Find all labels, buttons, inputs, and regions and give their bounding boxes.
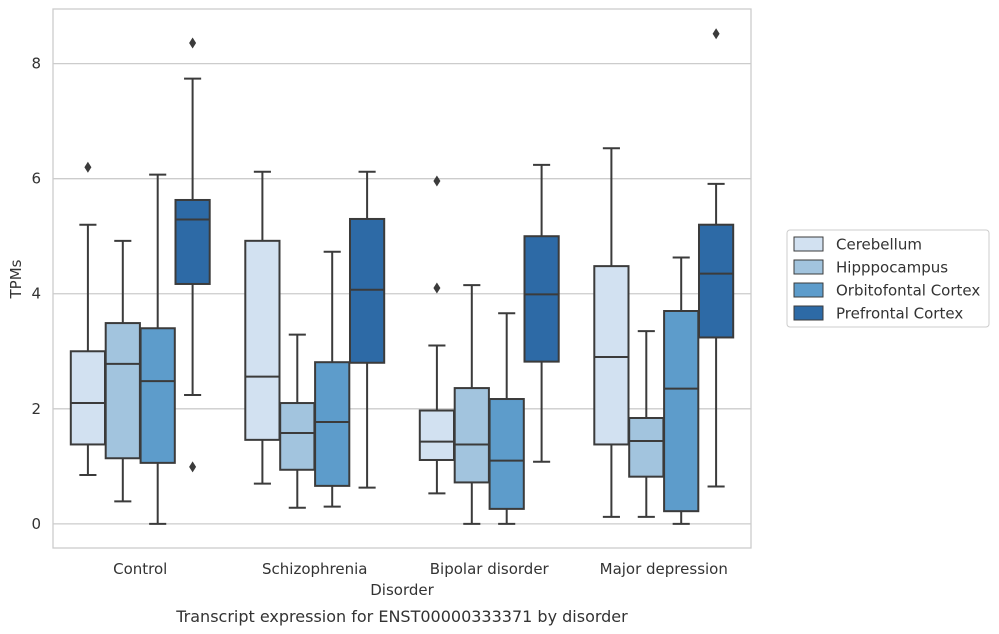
- y-tick-label: 0: [31, 515, 41, 533]
- box-group: [139, 173, 176, 525]
- legend-label: Prefrontal Cortex: [836, 305, 963, 323]
- box: [523, 235, 560, 363]
- box: [663, 310, 700, 513]
- y-axis-ticks: 0 2 4 6 8: [31, 55, 41, 533]
- legend: Cerebellum Hipppocampus Orbitofontal Corte…: [786, 229, 990, 328]
- outlier-point: [433, 175, 441, 187]
- legend-label: Cerebellum: [836, 236, 922, 254]
- outlier-point: [712, 28, 720, 40]
- legend-label: Hipppocampus: [836, 259, 948, 277]
- box: [348, 217, 386, 364]
- legend-swatch: [793, 305, 824, 321]
- x-axis-label: Disorder: [370, 581, 434, 599]
- y-tick-label: 8: [31, 55, 41, 73]
- box-group: [488, 312, 525, 525]
- x-tick-label: Major depression: [600, 560, 728, 578]
- box-group: [453, 284, 490, 525]
- box: [453, 387, 490, 484]
- legend-items: Cerebellum Hipppocampus Orbitofontal Corte…: [793, 236, 980, 323]
- box: [174, 198, 211, 285]
- box: [418, 409, 456, 461]
- box-group: [663, 256, 700, 525]
- box-group: [314, 250, 351, 508]
- box: [697, 223, 735, 339]
- box: [104, 322, 141, 460]
- outlier-point: [433, 282, 441, 294]
- legend-label: Orbitofontal Cortex: [836, 282, 980, 300]
- legend-swatch: [793, 282, 824, 298]
- box: [488, 398, 525, 510]
- box: [279, 402, 316, 471]
- box-group: [697, 28, 735, 488]
- box: [244, 239, 281, 441]
- box-group: [104, 239, 141, 503]
- outlier-point: [84, 161, 92, 173]
- box-group: [244, 170, 281, 485]
- box-group: [279, 333, 316, 509]
- box-group: [348, 170, 386, 489]
- x-axis-ticks: Control Schizophrenia Bipolar disorder Majo…: [113, 560, 728, 578]
- legend-frame: [786, 229, 990, 328]
- box: [628, 416, 665, 478]
- box: [593, 265, 630, 446]
- x-tick-label: Control: [113, 560, 167, 578]
- y-axis-label: TPMs: [7, 259, 25, 299]
- x-tick-label: Schizophrenia: [262, 560, 367, 578]
- box: [69, 350, 107, 446]
- box-group: [593, 147, 630, 518]
- legend-swatch: [793, 236, 824, 252]
- boxes: [69, 28, 735, 525]
- box-group: [418, 175, 456, 495]
- outlier-point: [189, 37, 197, 49]
- box: [314, 361, 351, 487]
- y-tick-label: 6: [31, 170, 41, 188]
- legend-swatch: [793, 259, 824, 275]
- y-tick-label: 4: [31, 285, 41, 303]
- chart-caption: Transcript expression for ENST0000033337…: [175, 607, 628, 626]
- box-group: [174, 37, 211, 473]
- box-group: [628, 330, 665, 518]
- box-group: [69, 161, 107, 476]
- outlier-point: [189, 461, 197, 473]
- y-tick-label: 2: [31, 400, 41, 418]
- x-tick-label: Bipolar disorder: [430, 560, 550, 578]
- plot-frame: [52, 8, 752, 549]
- box-group: [523, 163, 560, 463]
- box: [139, 327, 176, 464]
